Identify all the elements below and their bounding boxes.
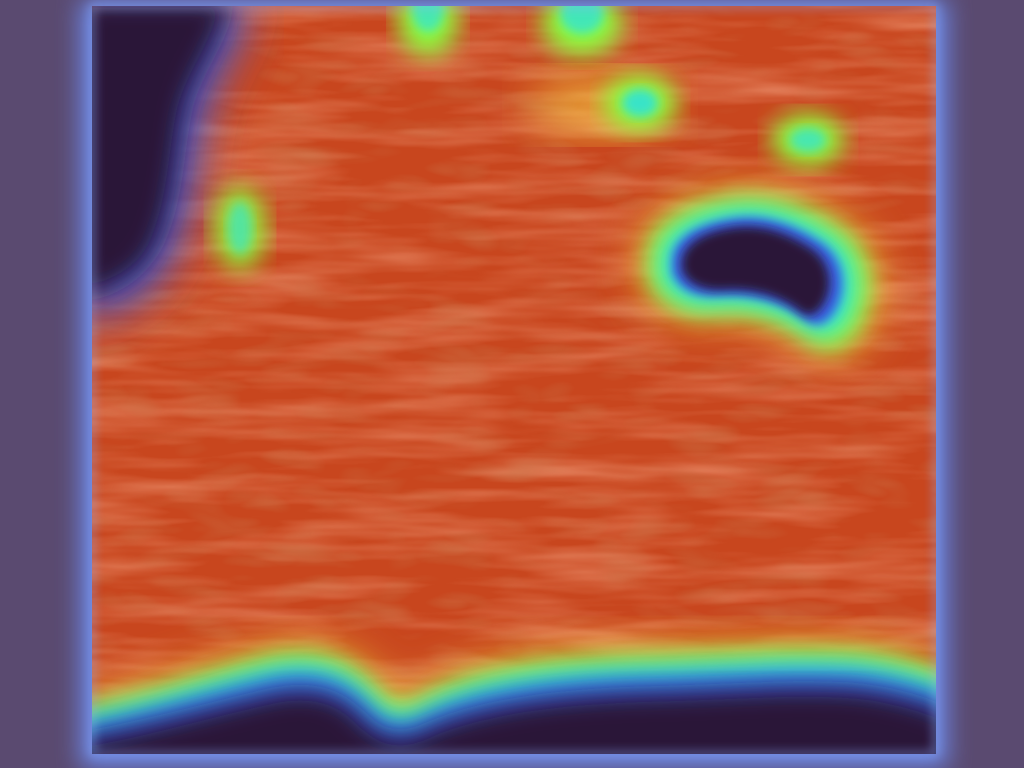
africa-landmass	[92, 6, 249, 317]
indian-subcontinent	[398, 6, 458, 56]
heatmap-field	[92, 6, 936, 754]
australia-landmass	[640, 189, 881, 357]
antarctica-landmass	[92, 643, 936, 754]
new-guinea-island	[772, 114, 844, 166]
sumatra-island	[530, 75, 676, 135]
madagascar-island	[214, 186, 266, 270]
map-frame-border	[90, 4, 938, 756]
sri-lanka-island	[542, 6, 622, 56]
